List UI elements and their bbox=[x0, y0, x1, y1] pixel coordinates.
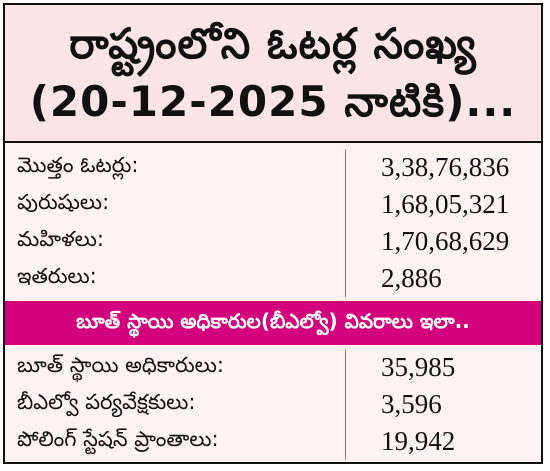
row-label: పురుషులు: bbox=[17, 189, 110, 214]
row-label: ఇతరులు: bbox=[17, 263, 97, 288]
column-divider bbox=[345, 186, 346, 223]
row-value: 1,68,05,321 bbox=[381, 189, 510, 219]
column-divider bbox=[345, 423, 346, 460]
column-divider bbox=[345, 386, 346, 423]
column-divider bbox=[345, 260, 346, 297]
header: రాష్ట్రంలోని ఓటర్ల సంఖ్య (20-12-2025 నాట… bbox=[5, 5, 541, 143]
table-row: మొత్తం ఓటర్లు: 3,38,76,836 bbox=[5, 149, 541, 186]
voter-table: మొత్తం ఓటర్లు: 3,38,76,836 పురుషులు: 1,6… bbox=[5, 143, 541, 297]
row-value: 35,985 bbox=[381, 352, 456, 382]
table-row: బూత్ స్థాయి అధికారులు: 35,985 bbox=[5, 349, 541, 386]
row-label: బూత్ స్థాయి అధికారులు: bbox=[17, 352, 224, 377]
row-value: 3,38,76,836 bbox=[381, 152, 510, 182]
table-row: మహిళలు: 1,70,68,629 bbox=[5, 223, 541, 260]
row-value: 1,70,68,629 bbox=[381, 226, 510, 256]
table-row: ఇతరులు: 2,886 bbox=[5, 260, 541, 297]
row-value: 2,886 bbox=[381, 263, 442, 293]
row-label: పోలింగ్ స్టేషన్ ప్రాంతాలు: bbox=[17, 426, 219, 451]
table-row: పోలింగ్ స్టేషన్ ప్రాంతాలు: 19,942 bbox=[5, 423, 541, 460]
row-label: బీఎల్వో పర్యవేక్షకులు: bbox=[17, 389, 196, 414]
column-divider bbox=[345, 223, 346, 260]
row-label: మొత్తం ఓటర్లు: bbox=[17, 152, 139, 177]
title-line-2: (20-12-2025 నాటికి)... bbox=[29, 77, 517, 126]
row-value: 19,942 bbox=[381, 426, 456, 456]
column-divider bbox=[345, 149, 346, 186]
blo-banner: బూత్ స్థాయి అధికారుల(బీఎల్వో) వివరాలు ఇల… bbox=[5, 301, 541, 345]
row-value: 3,596 bbox=[381, 389, 442, 419]
title-line-1: రాష్ట్రంలోని ఓటర్ల సంఖ్య bbox=[69, 19, 477, 68]
table-row: పురుషులు: 1,68,05,321 bbox=[5, 186, 541, 223]
blo-table: బూత్ స్థాయి అధికారులు: 35,985 బీఎల్వో పర… bbox=[5, 349, 541, 460]
voter-stats-card: రాష్ట్రంలోని ఓటర్ల సంఖ్య (20-12-2025 నాట… bbox=[3, 3, 543, 464]
row-label: మహిళలు: bbox=[17, 226, 104, 251]
table-row: బీఎల్వో పర్యవేక్షకులు: 3,596 bbox=[5, 386, 541, 423]
column-divider bbox=[345, 349, 346, 386]
